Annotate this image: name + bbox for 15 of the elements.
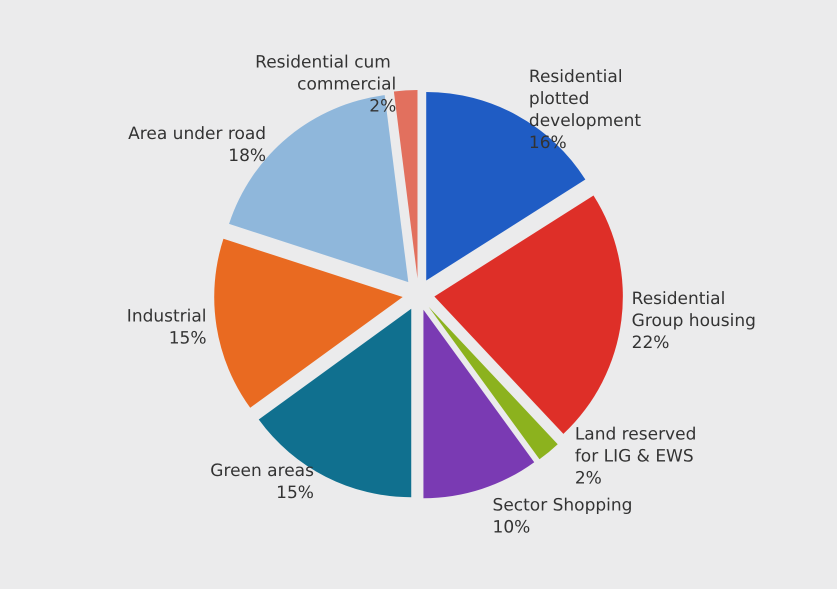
- data-label: 15%: [168, 328, 207, 348]
- slice-label: Industrial: [126, 306, 207, 326]
- data-label: 15%: [276, 483, 314, 504]
- slice-label: Residential cum commercial: [255, 52, 396, 94]
- data-label: 18%: [228, 146, 266, 166]
- data-label: 22%: [632, 332, 670, 353]
- data-label: 2%: [574, 468, 602, 489]
- slice-label: Green areas: [210, 461, 314, 482]
- slice-label: Residential Group housing: [632, 288, 756, 331]
- slice-label: Area under road: [128, 124, 266, 144]
- data-label: 2%: [369, 96, 396, 116]
- slice-label: Land reserved for LIG & EWS: [574, 424, 702, 467]
- slice-label: Sector Shopping: [492, 496, 632, 516]
- data-label: 10%: [492, 518, 530, 538]
- slice-label: Residential plotted development: [528, 67, 642, 132]
